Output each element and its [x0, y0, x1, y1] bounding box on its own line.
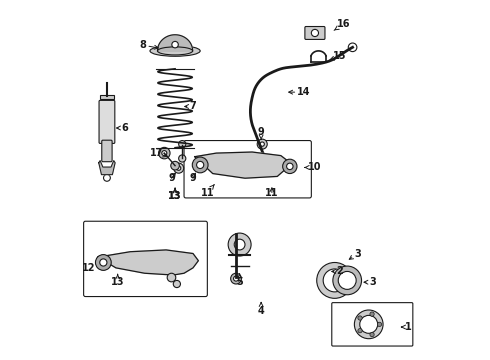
Circle shape	[172, 41, 178, 48]
Circle shape	[287, 163, 293, 170]
Text: 13: 13	[111, 274, 124, 287]
Circle shape	[171, 161, 179, 170]
Ellipse shape	[150, 45, 200, 56]
Text: 9: 9	[258, 127, 265, 139]
Polygon shape	[195, 152, 292, 178]
Circle shape	[96, 255, 111, 270]
Circle shape	[162, 150, 167, 156]
Circle shape	[179, 155, 186, 162]
Text: 15: 15	[330, 51, 347, 61]
Circle shape	[234, 239, 245, 250]
Circle shape	[257, 139, 267, 149]
FancyBboxPatch shape	[332, 303, 413, 346]
Text: 1: 1	[401, 322, 412, 332]
Circle shape	[317, 262, 353, 298]
Text: 13: 13	[169, 188, 182, 201]
Text: 4: 4	[258, 302, 265, 316]
FancyBboxPatch shape	[102, 140, 112, 162]
Polygon shape	[157, 35, 193, 51]
Circle shape	[370, 332, 374, 337]
Text: 3: 3	[349, 248, 361, 259]
Circle shape	[370, 312, 374, 316]
Circle shape	[173, 163, 184, 173]
Text: 11: 11	[200, 185, 214, 198]
Circle shape	[196, 161, 204, 168]
Circle shape	[179, 140, 186, 148]
Circle shape	[167, 273, 176, 282]
Text: 9: 9	[168, 173, 175, 183]
FancyBboxPatch shape	[84, 221, 207, 297]
Circle shape	[260, 142, 265, 146]
Text: 11: 11	[265, 188, 279, 198]
Circle shape	[358, 329, 362, 333]
Circle shape	[283, 159, 297, 174]
Circle shape	[311, 30, 318, 37]
Circle shape	[333, 266, 362, 295]
Circle shape	[228, 233, 251, 256]
Circle shape	[103, 175, 110, 181]
Circle shape	[192, 157, 208, 173]
Circle shape	[176, 166, 181, 170]
Circle shape	[377, 322, 382, 327]
FancyBboxPatch shape	[99, 100, 115, 143]
Text: 2: 2	[332, 266, 343, 276]
Circle shape	[348, 43, 357, 51]
Circle shape	[173, 280, 180, 288]
Text: 3: 3	[364, 277, 376, 287]
Text: 16: 16	[334, 19, 350, 30]
FancyBboxPatch shape	[305, 27, 325, 40]
Circle shape	[338, 271, 356, 289]
Polygon shape	[98, 250, 198, 275]
Text: 6: 6	[117, 123, 128, 133]
Circle shape	[358, 316, 362, 320]
Circle shape	[234, 276, 239, 281]
Text: 17: 17	[150, 148, 167, 158]
Polygon shape	[99, 161, 115, 175]
Circle shape	[231, 273, 242, 284]
Circle shape	[100, 259, 107, 266]
Text: 13: 13	[169, 188, 182, 201]
Text: 9: 9	[190, 173, 196, 183]
Text: 14: 14	[289, 87, 311, 97]
Text: 12: 12	[82, 263, 101, 273]
FancyBboxPatch shape	[184, 140, 311, 198]
Circle shape	[323, 269, 346, 292]
Bar	[100, 95, 114, 99]
Text: 8: 8	[139, 40, 158, 50]
Text: 7: 7	[185, 102, 196, 112]
Text: 5: 5	[236, 274, 243, 287]
Circle shape	[360, 315, 378, 333]
Circle shape	[159, 147, 170, 159]
Circle shape	[354, 310, 383, 339]
Text: 10: 10	[305, 162, 321, 172]
